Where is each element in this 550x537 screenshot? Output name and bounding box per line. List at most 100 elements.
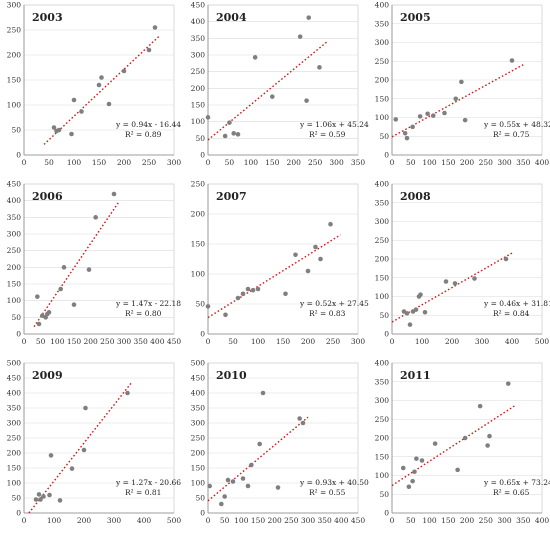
- data-point: [47, 492, 52, 498]
- data-point: [223, 312, 228, 318]
- x-tick-label: 100: [50, 337, 65, 346]
- y-tick-label: 400: [191, 17, 206, 26]
- y-tick-label: 250: [7, 26, 22, 35]
- x-tick-label: 200: [301, 337, 316, 346]
- x-tick-label: 250: [479, 158, 494, 167]
- y-tick-label: 300: [191, 51, 206, 60]
- data-point: [257, 441, 262, 447]
- data-point: [86, 267, 92, 272]
- data-point: [318, 256, 323, 262]
- x-tick-label: 100: [47, 516, 62, 525]
- x-tick-label: 250: [326, 337, 341, 346]
- scatter-panel-2009: 0 50 100 150 200 250 300 350 400 450 500 0 100 200 300…: [7, 359, 182, 526]
- x-tick-label: 0: [22, 337, 27, 346]
- trendline: [207, 40, 329, 141]
- y-tick-label: 350: [375, 377, 390, 386]
- x-tick-label: 50: [44, 158, 54, 167]
- y-tick-label: 300: [7, 419, 22, 428]
- y-tick-label: 100: [7, 296, 22, 305]
- y-tick-label: 200: [191, 210, 206, 219]
- regression-equation: y = 0.94x - 16.44: [115, 120, 181, 129]
- x-tick-label: 0: [22, 158, 27, 167]
- data-point: [146, 47, 152, 53]
- data-point: [297, 416, 302, 421]
- data-point: [71, 97, 77, 103]
- x-tick-label: 450: [167, 337, 182, 346]
- x-tick-label: 100: [422, 516, 437, 525]
- trendline: [391, 404, 517, 487]
- y-tick-label: 0: [200, 330, 205, 339]
- y-tick-label: 250: [191, 67, 206, 76]
- y-tick-label: 50: [379, 132, 389, 141]
- y-tick-label: 350: [7, 213, 22, 222]
- x-tick-label: 0: [390, 516, 395, 525]
- chart-title: 2009: [32, 369, 63, 382]
- y-tick-label: 400: [7, 196, 22, 205]
- data-point: [121, 68, 127, 74]
- y-tick-label: 250: [7, 434, 22, 443]
- data-point: [414, 456, 419, 461]
- data-point: [462, 117, 468, 123]
- y-tick-label: 350: [375, 198, 390, 207]
- x-tick-label: 200: [460, 158, 475, 167]
- data-point: [231, 131, 237, 136]
- data-point: [462, 435, 468, 441]
- data-point: [432, 441, 438, 446]
- data-point: [58, 286, 63, 292]
- y-tick-label: 200: [7, 51, 22, 60]
- r-squared-label: R² = 0.84: [493, 309, 530, 318]
- x-tick-label: 50: [220, 516, 230, 525]
- y-tick-label: 150: [7, 464, 22, 473]
- y-tick-label: 400: [375, 359, 390, 368]
- scatter-panel-2004: 0 50 100 150 200 250 300 350 400 450 0 50 100 150 200 2…: [191, 1, 369, 168]
- data-point: [293, 252, 298, 258]
- x-tick-label: 0: [206, 158, 211, 167]
- data-point: [48, 453, 54, 458]
- x-tick-label: 100: [234, 516, 249, 525]
- y-tick-label: 350: [375, 19, 390, 28]
- y-tick-label: 200: [7, 263, 22, 272]
- y-tick-label: 300: [191, 419, 206, 428]
- x-tick-label: 0: [390, 158, 395, 167]
- data-point: [402, 130, 408, 136]
- x-tick-label: 500: [167, 516, 182, 525]
- r-squared-label: R² = 0.59: [309, 130, 346, 139]
- chart-title: 2010: [216, 369, 247, 382]
- data-point: [61, 265, 67, 270]
- y-tick-label: 450: [191, 1, 206, 10]
- x-tick-label: 100: [67, 158, 82, 167]
- x-tick-label: 400: [535, 516, 550, 525]
- y-tick-label: 50: [379, 490, 389, 499]
- data-point: [219, 501, 224, 507]
- y-tick-label: 250: [191, 434, 206, 443]
- x-tick-label: 100: [422, 158, 437, 167]
- x-tick-label: 200: [117, 158, 132, 167]
- regression-equation: y = 1.47x - 22.18: [115, 299, 181, 308]
- y-tick-label: 200: [7, 449, 22, 458]
- y-tick-label: 300: [7, 230, 22, 239]
- data-point: [412, 469, 417, 475]
- data-point: [505, 381, 511, 386]
- data-point: [38, 497, 43, 502]
- data-point: [260, 390, 266, 396]
- regression-equation: y = 0.46x + 31.81: [483, 299, 550, 308]
- r-squared-label: R² = 0.75: [493, 130, 530, 139]
- x-tick-label: 150: [92, 158, 107, 167]
- x-tick-label: 300: [475, 337, 490, 346]
- y-tick-label: 300: [375, 38, 390, 47]
- data-point: [235, 295, 241, 301]
- data-point: [410, 478, 415, 484]
- y-tick-label: 300: [7, 1, 22, 10]
- data-point: [51, 125, 57, 130]
- y-tick-label: 100: [191, 117, 206, 126]
- data-point: [205, 115, 211, 120]
- data-point: [442, 110, 447, 116]
- x-tick-label: 350: [134, 337, 149, 346]
- x-tick-label: 300: [497, 516, 512, 525]
- data-point: [313, 244, 318, 250]
- y-tick-label: 150: [375, 273, 390, 282]
- x-tick-label: 200: [445, 337, 460, 346]
- y-tick-label: 150: [191, 240, 206, 249]
- x-tick-label: 0: [206, 516, 211, 525]
- y-tick-label: 50: [195, 300, 205, 309]
